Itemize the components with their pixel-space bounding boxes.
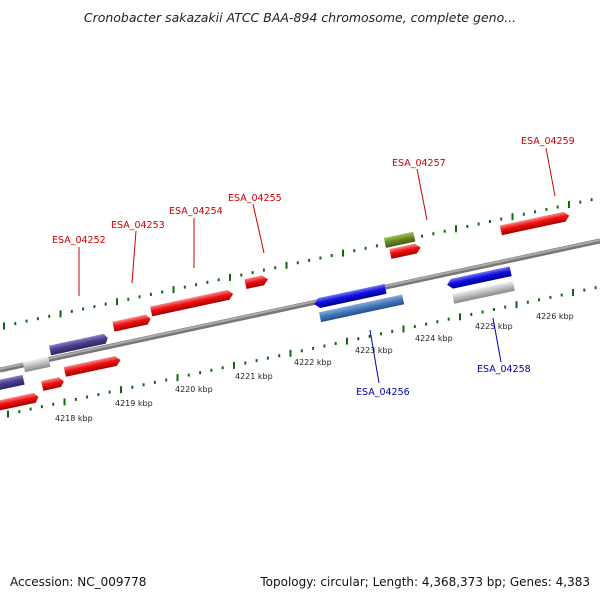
scale-label: 4219 kbp: [115, 399, 153, 408]
gene-labels: ESA_04252 ESA_04253 ESA_04254 ESA_04255 …: [52, 136, 575, 398]
gene-arrow[interactable]: [499, 211, 571, 236]
gene-arrow[interactable]: [48, 333, 109, 356]
gene-label[interactable]: ESA_04259: [521, 136, 575, 147]
gene-arrow[interactable]: [112, 314, 151, 332]
gene-arrow[interactable]: [63, 355, 122, 377]
chromosome-backbone: [0, 238, 600, 373]
gene-arrow[interactable]: [41, 376, 65, 391]
gene-label[interactable]: ESA_04255: [228, 193, 282, 204]
gene-label[interactable]: ESA_04257: [392, 158, 446, 169]
gene-label[interactable]: ESA_04252: [52, 235, 106, 246]
accession-text: Accession: NC_009778: [10, 575, 147, 589]
genome-summary-text: Topology: circular; Length: 4,368,373 bp…: [260, 575, 590, 589]
scale-label: 4226 kbp: [536, 312, 574, 321]
map-title: Cronobacter sakazakii ATCC BAA-894 chrom…: [83, 10, 517, 25]
gene-label[interactable]: ESA_04258: [477, 364, 531, 375]
gene-arrow[interactable]: [446, 266, 512, 289]
gene-arrow[interactable]: [313, 283, 387, 309]
gene-arrow[interactable]: [389, 243, 421, 259]
gene-arrow[interactable]: [383, 231, 416, 248]
scale-label: 4222 kbp: [294, 358, 332, 367]
scale-label: 4225 kbp: [475, 322, 513, 331]
gene-arrow[interactable]: [22, 357, 51, 373]
scale-label: 4221 kbp: [235, 372, 273, 381]
gene-label[interactable]: ESA_04253: [111, 220, 165, 231]
reverse-strand-tick-track: [7, 286, 597, 418]
scale-label: 4220 kbp: [175, 385, 213, 394]
gene-arrow[interactable]: [0, 374, 25, 395]
gene-arrow[interactable]: [318, 294, 405, 323]
scale-label: 4224 kbp: [415, 334, 453, 343]
gene-label[interactable]: ESA_04256: [356, 387, 410, 398]
gene-arrow[interactable]: [150, 289, 234, 317]
gene-arrow[interactable]: [244, 274, 269, 289]
gene-arrow[interactable]: [0, 392, 40, 415]
gene-label[interactable]: ESA_04254: [169, 206, 223, 217]
gene-leader-lines: [78, 147, 556, 384]
gene-arrow[interactable]: [452, 280, 515, 304]
scale-label: 4218 kbp: [55, 414, 93, 423]
